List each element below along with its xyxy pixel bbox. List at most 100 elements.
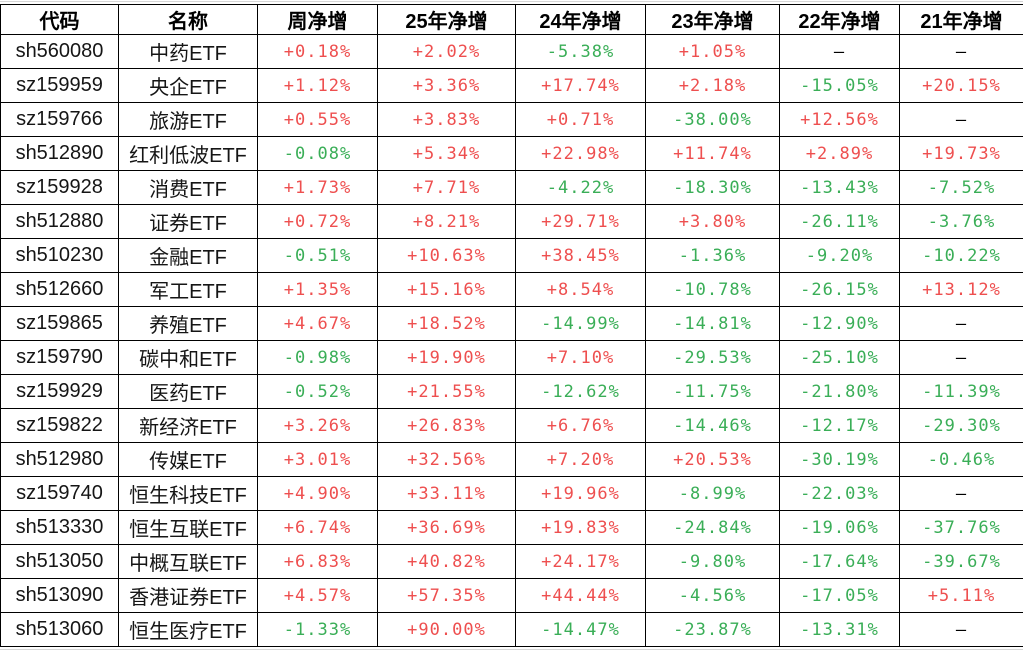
etf-value: +19.73% — [899, 136, 1023, 171]
etf-value: -24.84% — [645, 510, 780, 545]
etf-code: sh513330 — [0, 510, 119, 545]
etf-value: +21.55% — [377, 374, 516, 409]
etf-value: +0.55% — [257, 102, 378, 137]
etf-value: +1.35% — [257, 272, 378, 307]
etf-value: -13.43% — [779, 170, 900, 205]
etf-name: 军工ETF — [118, 272, 258, 307]
table-row: sh513050 中概互联ETF +6.83% +40.82% +24.17% -9.80… — [0, 544, 1023, 579]
etf-value: -21.80% — [779, 374, 900, 409]
etf-code: sz159929 — [0, 374, 119, 409]
etf-code: sh512660 — [0, 272, 119, 307]
etf-name: 医药ETF — [118, 374, 258, 409]
table-header: 代码 名称 周净增 25年净增 24年净增 23年净增 22年净增 21年净增 — [0, 4, 1023, 35]
etf-value: -17.05% — [779, 578, 900, 613]
etf-code: sh512980 — [0, 442, 119, 477]
etf-value: +2.18% — [645, 68, 780, 103]
etf-value: +8.21% — [377, 204, 516, 239]
etf-value: -0.52% — [257, 374, 378, 409]
etf-value: -9.80% — [645, 544, 780, 579]
etf-value: -3.76% — [899, 204, 1023, 239]
etf-value: +24.17% — [515, 544, 646, 579]
etf-value: -29.53% — [645, 340, 780, 375]
table-row: sh513330 恒生互联ETF +6.74% +36.69% +19.83% -24.8… — [0, 510, 1023, 545]
etf-value: — — [899, 612, 1023, 647]
etf-value: -30.19% — [779, 442, 900, 477]
etf-value: +3.80% — [645, 204, 780, 239]
etf-name: 养殖ETF — [118, 306, 258, 341]
etf-value: -9.20% — [779, 238, 900, 273]
etf-name: 中概互联ETF — [118, 544, 258, 579]
etf-value: +5.34% — [377, 136, 516, 171]
etf-value: -18.30% — [645, 170, 780, 205]
table-row: sz159822 新经济ETF +3.26% +26.83% +6.76% -14.46%… — [0, 408, 1023, 443]
table-body: sh560080 中药ETF +0.18% +2.02% -5.38% +1.05% — — s… — [0, 34, 1023, 647]
etf-value: +4.67% — [257, 306, 378, 341]
etf-value: -11.39% — [899, 374, 1023, 409]
etf-value: +0.71% — [515, 102, 646, 137]
etf-value: — — [899, 476, 1023, 511]
etf-code: sz159865 — [0, 306, 119, 341]
column-header-4: 25年净增 — [377, 4, 516, 35]
etf-value: -12.62% — [515, 374, 646, 409]
etf-value: +1.05% — [645, 34, 780, 69]
etf-value: +4.57% — [257, 578, 378, 613]
etf-name: 恒生科技ETF — [118, 476, 258, 511]
etf-value: -29.30% — [899, 408, 1023, 443]
etf-value: +19.90% — [377, 340, 516, 375]
etf-value: -1.36% — [645, 238, 780, 273]
etf-value: -23.87% — [645, 612, 780, 647]
etf-value: +90.00% — [377, 612, 516, 647]
etf-code: sh512890 — [0, 136, 119, 171]
etf-value: +26.83% — [377, 408, 516, 443]
etf-value: -14.46% — [645, 408, 780, 443]
column-header-7: 22年净增 — [779, 4, 900, 35]
table-row: sz159959 央企ETF +1.12% +3.36% +17.74% +2.18% -1… — [0, 68, 1023, 103]
etf-value: -22.03% — [779, 476, 900, 511]
etf-name: 证券ETF — [118, 204, 258, 239]
etf-code: sh510230 — [0, 238, 119, 273]
column-header-1: 代码 — [0, 4, 119, 35]
etf-value: -4.22% — [515, 170, 646, 205]
etf-value: -10.78% — [645, 272, 780, 307]
etf-value: +4.90% — [257, 476, 378, 511]
etf-value: +2.02% — [377, 34, 516, 69]
etf-code: sz159822 — [0, 408, 119, 443]
etf-value: +0.72% — [257, 204, 378, 239]
etf-value: — — [779, 34, 900, 69]
etf-value: -10.22% — [899, 238, 1023, 273]
etf-value: +0.18% — [257, 34, 378, 69]
etf-value: — — [899, 340, 1023, 375]
etf-value: +44.44% — [515, 578, 646, 613]
etf-value: +2.89% — [779, 136, 900, 171]
table-row: sh510230 金融ETF -0.51% +10.63% +38.45% -1.36% -… — [0, 238, 1023, 273]
etf-code: sh513050 — [0, 544, 119, 579]
etf-value: -7.52% — [899, 170, 1023, 205]
table-row: sh513090 香港证券ETF +4.57% +57.35% +44.44% -4.56… — [0, 578, 1023, 613]
table-row: sz159766 旅游ETF +0.55% +3.83% +0.71% -38.00% +1… — [0, 102, 1023, 137]
etf-value: -0.51% — [257, 238, 378, 273]
etf-value: +12.56% — [779, 102, 900, 137]
column-header-8: 21年净增 — [899, 4, 1023, 35]
etf-value: -25.10% — [779, 340, 900, 375]
etf-value: +17.74% — [515, 68, 646, 103]
etf-name: 旅游ETF — [118, 102, 258, 137]
etf-name: 消费ETF — [118, 170, 258, 205]
etf-value: -14.81% — [645, 306, 780, 341]
table-row: sz159929 医药ETF -0.52% +21.55% -12.62% -11.75%… — [0, 374, 1023, 409]
etf-value: -4.56% — [645, 578, 780, 613]
table-row: sz159740 恒生科技ETF +4.90% +33.11% +19.96% -8.99… — [0, 476, 1023, 511]
etf-value: +6.76% — [515, 408, 646, 443]
etf-value: +15.16% — [377, 272, 516, 307]
etf-value: +20.53% — [645, 442, 780, 477]
etf-code: sz159928 — [0, 170, 119, 205]
etf-value: -14.47% — [515, 612, 646, 647]
etf-code: sh513060 — [0, 612, 119, 647]
spreadsheet-gridline-bottom — [0, 649, 1023, 650]
etf-value: -13.31% — [779, 612, 900, 647]
etf-value: +6.83% — [257, 544, 378, 579]
etf-value: +19.83% — [515, 510, 646, 545]
table-row: sz159790 碳中和ETF -0.98% +19.90% +7.10% -29.53%… — [0, 340, 1023, 375]
etf-value: +1.12% — [257, 68, 378, 103]
etf-code: sz159766 — [0, 102, 119, 137]
